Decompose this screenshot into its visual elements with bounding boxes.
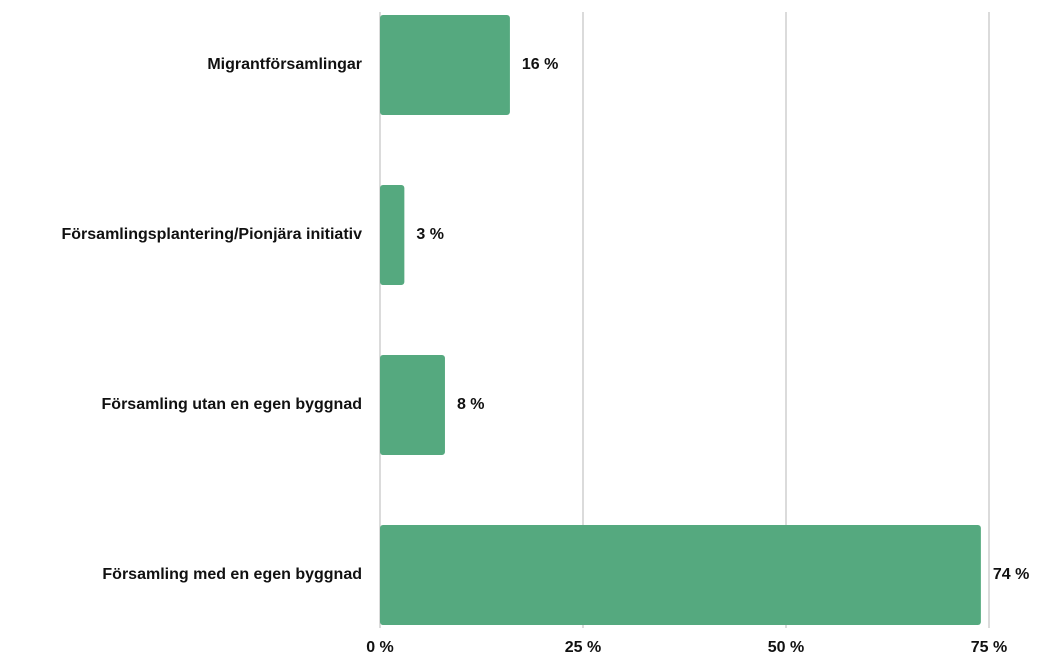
- data-label: 74 %: [993, 566, 1029, 583]
- data-label: 8 %: [457, 396, 485, 413]
- x-tick-label: 25 %: [565, 639, 601, 656]
- bar: [380, 15, 510, 115]
- x-tick-label: 50 %: [768, 639, 804, 656]
- bar: [380, 355, 445, 455]
- y-tick-label: Migrantförsamlingar: [207, 56, 362, 73]
- y-tick-label: Församlingsplantering/Pionjära initiativ: [62, 226, 363, 243]
- data-label: 3 %: [416, 226, 444, 243]
- x-tick-label: 75 %: [971, 639, 1007, 656]
- y-tick-label: Församling med en egen byggnad: [102, 566, 362, 583]
- bar: [380, 525, 981, 625]
- x-tick-label: 0 %: [366, 639, 394, 656]
- y-tick-label: Församling utan en egen byggnad: [102, 396, 362, 413]
- bar: [380, 185, 405, 285]
- data-label: 16 %: [522, 56, 558, 73]
